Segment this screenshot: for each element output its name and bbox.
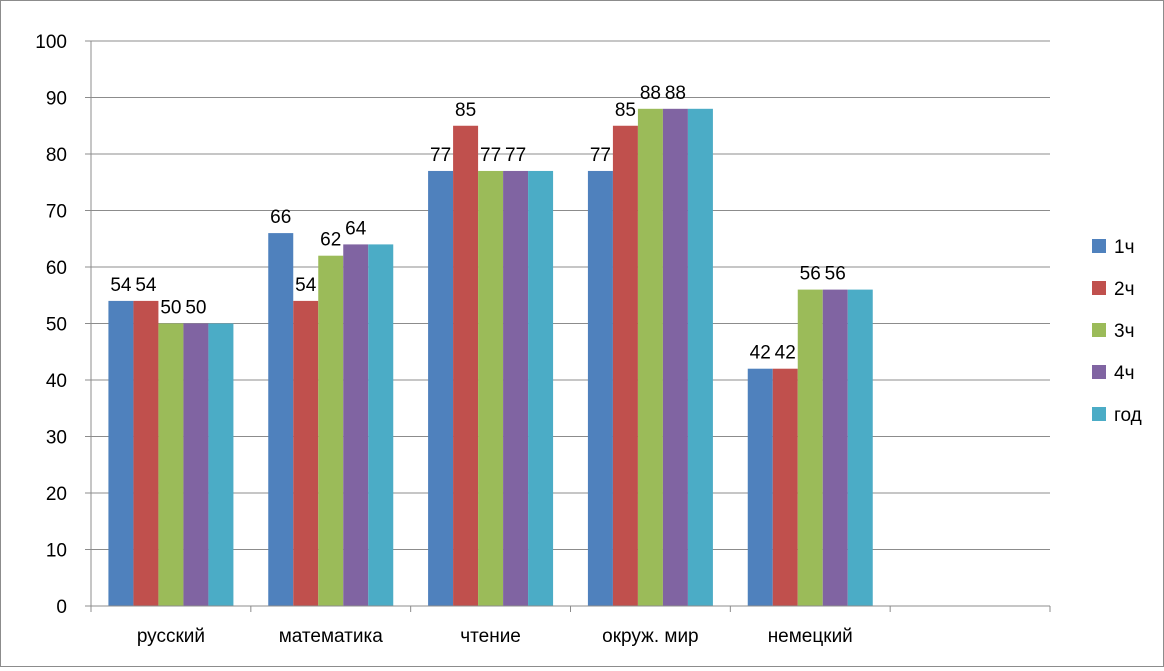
bar — [268, 233, 294, 606]
data-label: 54 — [110, 275, 132, 296]
bar — [318, 255, 344, 606]
legend-swatch — [1092, 323, 1106, 337]
y-tick-label: 80 — [46, 145, 67, 166]
bar — [208, 323, 234, 606]
y-tick-label: 0 — [56, 597, 67, 618]
data-label: 77 — [480, 145, 501, 166]
bar — [747, 368, 773, 606]
data-label: 50 — [160, 298, 181, 319]
data-label: 77 — [430, 145, 451, 166]
bar — [687, 108, 713, 607]
data-label: 85 — [455, 100, 476, 121]
legend-label: 2ч — [1114, 279, 1134, 300]
y-tick-label: 30 — [46, 428, 67, 449]
bar — [183, 323, 209, 606]
legend-label: 1ч — [1114, 237, 1134, 258]
bars — [108, 108, 873, 607]
data-label: 66 — [270, 207, 291, 228]
legend-swatch — [1092, 239, 1106, 253]
category-label: русский — [137, 626, 205, 647]
legend-label: 3ч — [1114, 321, 1134, 342]
data-label: 42 — [775, 343, 796, 364]
bar — [108, 300, 134, 606]
data-label: 54 — [135, 275, 157, 296]
legend-label: 4ч — [1114, 363, 1134, 384]
bar — [772, 368, 798, 606]
bar — [637, 108, 663, 607]
bar — [133, 300, 159, 606]
data-label: 62 — [320, 230, 341, 251]
category-label: математика — [279, 626, 384, 647]
y-tick-label: 60 — [46, 258, 67, 279]
bar — [503, 170, 529, 606]
y-tick-label: 40 — [46, 371, 67, 392]
legend-swatch — [1092, 281, 1106, 295]
bar — [587, 170, 613, 606]
bar — [453, 125, 479, 606]
bar — [343, 244, 369, 606]
axes: 0 10 20 30 40 50 60 70 80 90 100 русский математика ч… — [35, 32, 1051, 647]
y-tick-label: 70 — [46, 202, 67, 223]
y-tick-label: 100 — [35, 32, 67, 53]
data-label: 56 — [800, 264, 821, 285]
data-label: 77 — [505, 145, 526, 166]
data-label: 42 — [750, 343, 771, 364]
y-tick-label: 10 — [46, 541, 67, 562]
bar — [293, 300, 319, 606]
bar — [822, 289, 848, 606]
category-label: чтение — [460, 626, 521, 647]
y-tick-label: 90 — [46, 89, 67, 110]
data-label: 56 — [825, 264, 846, 285]
data-label: 64 — [345, 218, 367, 239]
bar — [662, 108, 688, 607]
bar — [797, 289, 823, 606]
gridlines — [91, 40, 1050, 550]
legend: 1ч 2ч 3ч 4ч год — [1092, 237, 1142, 426]
bar — [528, 170, 554, 606]
legend-swatch — [1092, 365, 1106, 379]
data-label: 77 — [590, 145, 611, 166]
data-label: 88 — [640, 83, 661, 104]
bar — [612, 125, 638, 606]
y-tick-label: 50 — [46, 315, 67, 336]
y-tick-label: 20 — [46, 484, 67, 505]
data-label: 85 — [615, 100, 636, 121]
category-label: окруж. мир — [602, 626, 698, 647]
bar — [368, 244, 394, 606]
legend-swatch — [1092, 407, 1106, 421]
bar — [428, 170, 454, 606]
data-label: 88 — [665, 83, 686, 104]
legend-label: год — [1114, 405, 1142, 426]
data-label: 54 — [295, 275, 317, 296]
bar — [847, 289, 873, 606]
category-label: немецкий — [768, 626, 853, 647]
bar — [158, 323, 184, 606]
bar — [478, 170, 504, 606]
data-label: 50 — [185, 298, 206, 319]
